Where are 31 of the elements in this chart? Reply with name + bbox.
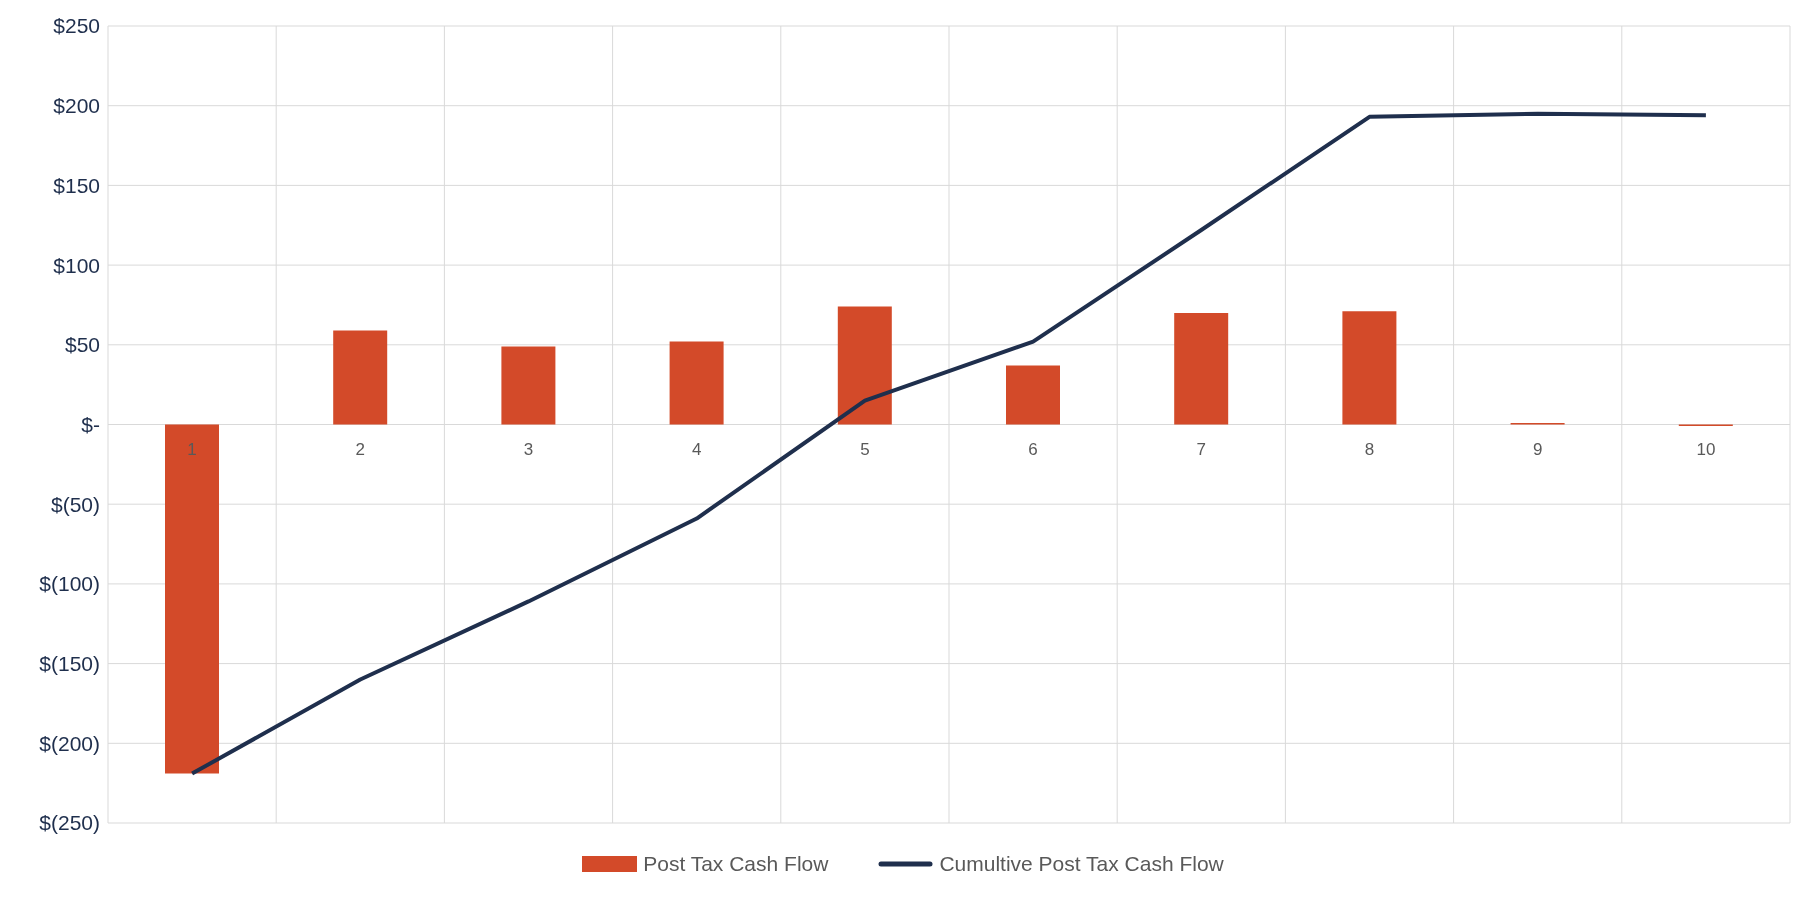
- y-tick-label: $250: [53, 14, 100, 38]
- y-tick-label: $(200): [39, 731, 100, 755]
- y-tick-label: $200: [53, 94, 100, 118]
- x-tick-label: 4: [691, 439, 702, 459]
- x-tick-label: 2: [355, 439, 366, 459]
- bar: [1174, 312, 1229, 425]
- y-tick-label: $150: [53, 173, 100, 197]
- x-tick-label: 10: [1696, 439, 1716, 459]
- y-tick-label: $50: [64, 333, 100, 357]
- bar: [669, 341, 724, 425]
- bar: [165, 424, 219, 774]
- x-tick-label: 1: [187, 439, 197, 459]
- y-tick-label: $-: [81, 412, 100, 436]
- x-tick-label: 6: [1028, 439, 1038, 459]
- y-tick-label: $100: [53, 253, 100, 277]
- bar: [333, 330, 388, 425]
- y-tick-label: $(250): [39, 811, 100, 835]
- y-tick-label: $(100): [39, 572, 100, 596]
- x-tick-label: 8: [1364, 439, 1375, 459]
- x-tick-label: 7: [1196, 439, 1207, 459]
- bar: [837, 306, 892, 425]
- bar: [1006, 365, 1060, 425]
- x-tick-label: 9: [1532, 439, 1543, 459]
- bar: [501, 346, 556, 425]
- x-tick-label: 5: [860, 439, 870, 459]
- legend-label: Cumultive Post Tax Cash Flow: [939, 852, 1224, 876]
- y-tick-label: $(150): [39, 652, 100, 676]
- legend-label: Post Tax Cash Flow: [643, 852, 829, 876]
- y-tick-label: $(50): [50, 492, 100, 516]
- x-tick-label: 3: [523, 439, 534, 459]
- bar: [1342, 311, 1397, 425]
